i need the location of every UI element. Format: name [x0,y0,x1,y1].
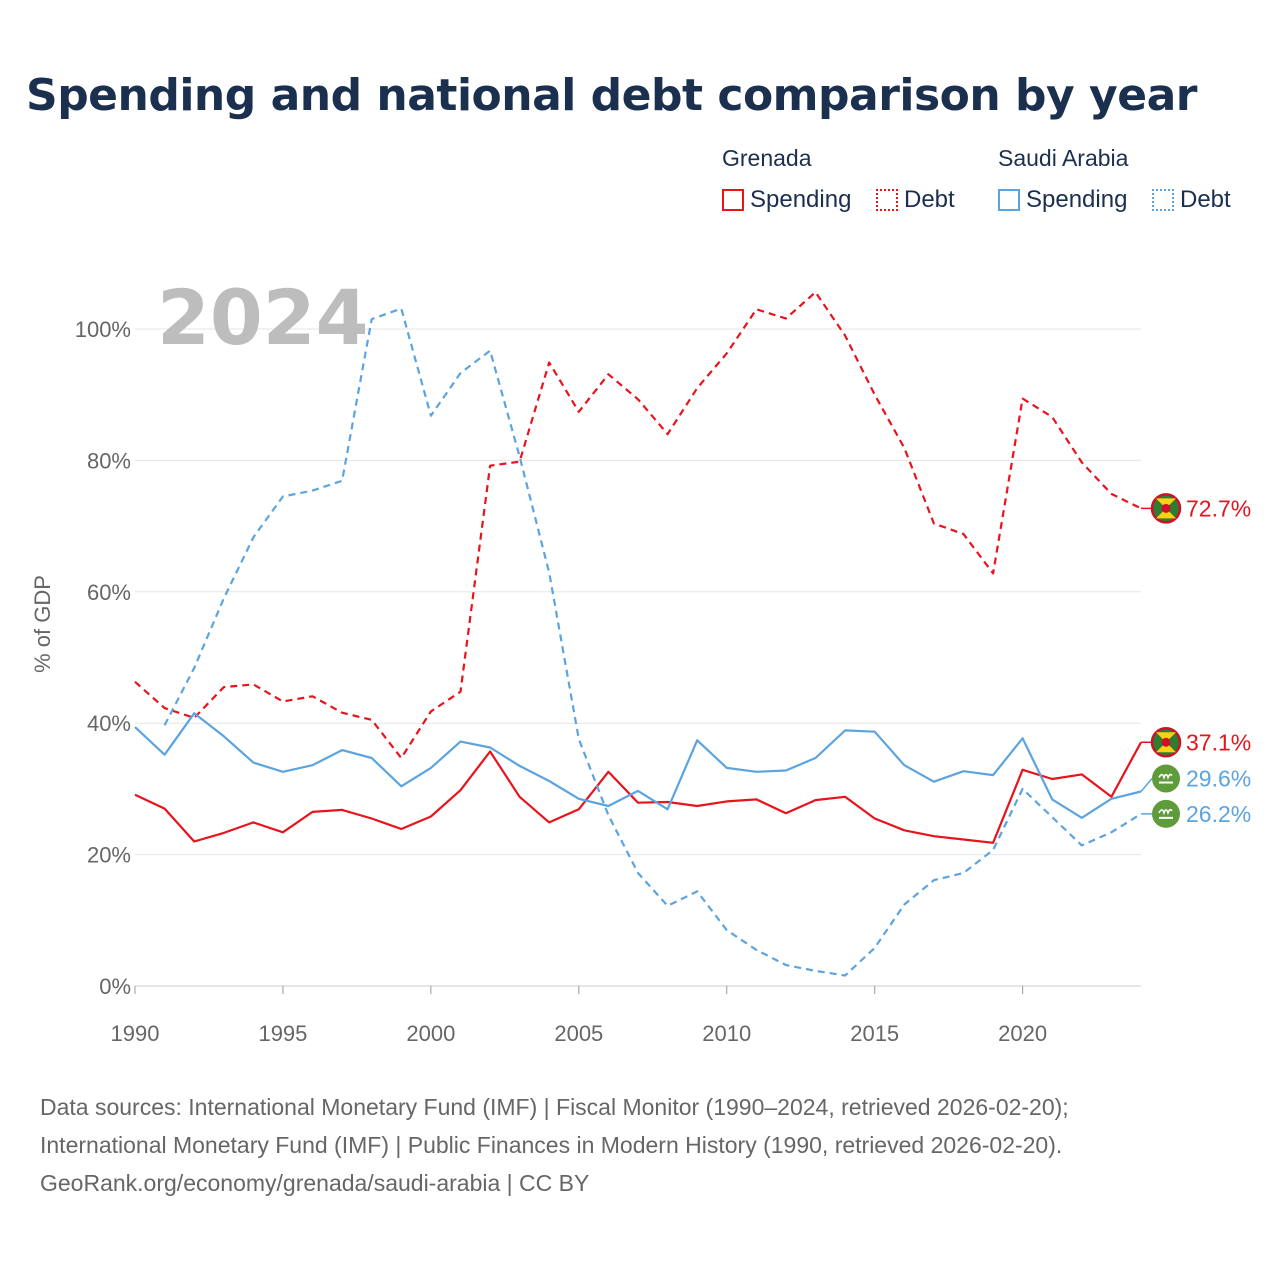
chart-title: Spending and national debt comparison by… [26,70,1197,121]
year-label: 2024 [157,273,369,362]
x-tick-label: 2020 [998,1021,1047,1046]
y-axis-title: % of GDP [30,575,55,673]
x-tick-label: 1990 [111,1021,160,1046]
line-chart: 2024 0% 20% 40% 60% 80% 100% 1990 1995 2000 2005 2… [30,273,1251,1046]
x-tick-label: 1995 [258,1021,307,1046]
y-tick-label: 20% [87,843,131,868]
y-tick-label: 0% [99,974,131,999]
series-line-saudi-arabia-spending [134,712,1142,819]
x-tick-label: 2010 [702,1021,751,1046]
end-label-connector [1140,778,1153,793]
axes: 0% 20% 40% 60% 80% 100% 1990 1995 2000 2005 2010 20… [75,317,1047,1046]
series-line-grenada-spending [134,741,1142,844]
grenada-flag-icon [1150,727,1182,758]
series-line-grenada-debt [134,291,1142,760]
grenada-flag-icon [1150,493,1182,524]
end-labels: 37.1% 72.7% 29.6% 26.2% [1140,493,1251,828]
end-value-label: 72.7% [1186,495,1251,521]
series-line-saudi-arabia-debt [163,307,1142,977]
end-value-label: 29.6% [1186,766,1251,792]
y-tick-label: 80% [87,448,131,473]
grid [135,328,1141,987]
x-tick-label: 2000 [406,1021,455,1046]
footer: Data sources: International Monetary Fun… [40,1088,1069,1202]
footer-line-3: GeoRank.org/economy/grenada/saudi-arabia… [40,1170,590,1196]
y-tick-label: 100% [75,317,131,342]
y-tick-label: 60% [87,580,131,605]
footer-line-1: Data sources: International Monetary Fun… [40,1094,1069,1120]
saudi-arabia-flag-icon [1152,799,1180,828]
saudi-arabia-flag-icon [1152,764,1180,793]
footer-line-2: International Monetary Fund (IMF) | Publ… [40,1132,1063,1158]
x-tick-label: 2005 [554,1021,603,1046]
end-value-label: 26.2% [1186,801,1251,827]
end-value-label: 37.1% [1186,729,1251,755]
series [134,291,1142,977]
y-tick-label: 40% [87,711,131,736]
x-tick-label: 2015 [850,1021,899,1046]
